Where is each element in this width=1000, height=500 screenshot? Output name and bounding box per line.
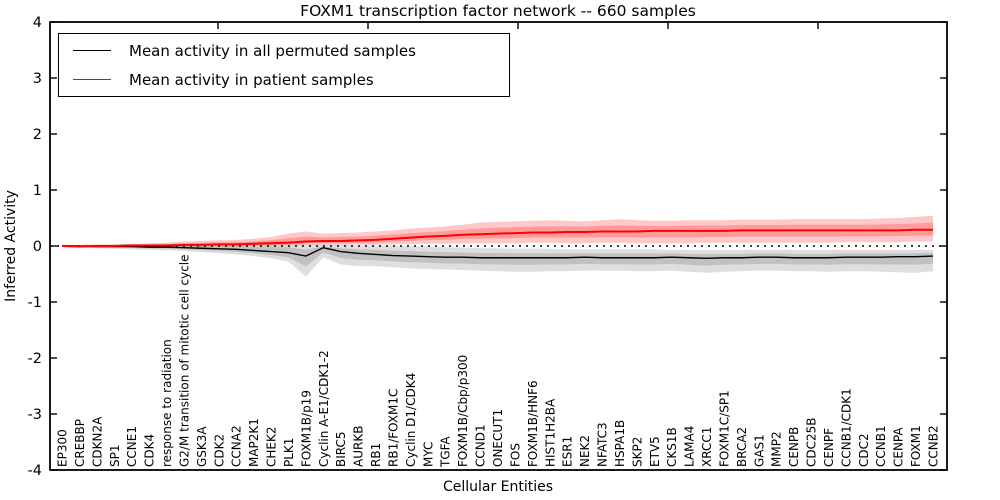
permuted-band-outer <box>62 241 933 277</box>
x-tick-label: ESR1 <box>561 436 575 467</box>
x-tick-label: SKP2 <box>630 437 644 467</box>
x-tick-label: GSK3A <box>195 426 209 467</box>
x-tick-label: response to radiation <box>160 339 174 467</box>
x-tick-label: NFATC3 <box>596 422 610 467</box>
x-tick-label: MMP2 <box>770 431 784 467</box>
x-tick-label: CDKN2A <box>90 416 104 467</box>
x-tick-label: CDC2 <box>857 433 871 467</box>
x-tick-label: Cyclin D1/CDK4 <box>404 373 418 467</box>
y-axis-label: Inferred Activity <box>3 190 19 302</box>
x-tick-label: SP1 <box>108 445 122 468</box>
legend-line-permuted-swatch <box>73 50 111 51</box>
x-tick-label: CDC25B <box>805 418 819 468</box>
x-tick-label: FOXM1B/p19 <box>299 390 313 467</box>
x-tick-label: CDK2 <box>212 434 226 467</box>
x-tick-label: CCNE1 <box>125 426 139 467</box>
y-tick-label: 0 <box>33 239 42 255</box>
legend-label-patient: Mean activity in patient samples <box>129 70 374 89</box>
x-tick-label: XRCC1 <box>700 427 714 467</box>
x-tick-label: MYC <box>421 442 435 467</box>
legend-entry-permuted: Mean activity in all permuted samples <box>73 42 509 60</box>
x-tick-label: HIST1H2BA <box>543 398 557 467</box>
y-tick-label: -4 <box>28 463 42 479</box>
x-tick-label: CHEK2 <box>265 427 279 468</box>
x-tick-label: GAS1 <box>752 434 766 467</box>
x-tick-label: CCNB1 <box>874 425 888 467</box>
x-tick-label: ETV5 <box>648 436 662 467</box>
x-tick-label: MAP2K1 <box>247 418 261 467</box>
y-tick-label: 4 <box>33 15 42 31</box>
legend-entry-patient: Mean activity in patient samples <box>73 71 509 89</box>
x-tick-label: CKS1B <box>665 427 679 467</box>
x-tick-label: PLK1 <box>282 438 296 467</box>
patient-mean-line <box>61 228 933 248</box>
x-tick-label: Cyclin A-E1/CDK1-2 <box>317 350 331 467</box>
x-tick-label: BIRC5 <box>334 431 348 467</box>
permuted-band-inner <box>62 245 933 267</box>
x-tick-label: FOS <box>508 443 522 467</box>
x-tick-label: G2/M transition of mitotic cell cycle <box>177 254 191 467</box>
x-tick-label: EP300 <box>56 429 70 467</box>
y-tick-label: 1 <box>33 183 42 199</box>
patient-band-inner <box>62 222 933 248</box>
y-tick-label: -2 <box>28 351 42 367</box>
x-tick-label: FOXM1C/SP1 <box>717 390 731 467</box>
x-tick-label: AURKB <box>352 426 366 467</box>
x-tick-label: HSPA1B <box>613 420 627 467</box>
legend-label-permuted: Mean activity in all permuted samples <box>129 41 416 60</box>
x-tick-label: CCNB1/CDK1 <box>839 388 853 467</box>
x-tick-label: LAMA4 <box>683 426 697 467</box>
y-tick-label: -1 <box>28 295 42 311</box>
x-tick-label: CREBBP <box>73 419 87 467</box>
x-tick-label: ONECUT1 <box>491 409 505 467</box>
x-tick-label: CENPB <box>787 427 801 467</box>
x-tick-label: CCND1 <box>474 424 488 467</box>
patient-band-outer <box>62 215 933 248</box>
legend-box: Mean activity in all permuted samples Me… <box>58 33 510 97</box>
x-tick-label: CENPF <box>822 428 836 467</box>
x-tick-label: CCNB2 <box>927 425 941 467</box>
legend-line-patient-swatch <box>73 79 111 80</box>
x-tick-label: FOXM1B/HNF6 <box>526 380 540 467</box>
x-tick-label: FOXM1B/Cbp/p300 <box>456 355 470 467</box>
x-tick-label: TGFA <box>439 436 453 468</box>
y-tick-label: 3 <box>33 71 42 87</box>
x-tick-label: NEK2 <box>578 435 592 467</box>
x-tick-label: FOXM1 <box>909 425 923 467</box>
x-tick-label: BRCA2 <box>735 427 749 467</box>
y-tick-label: -3 <box>28 407 42 423</box>
x-axis-label: Cellular Entities <box>443 479 553 495</box>
permuted-mean-line <box>62 245 934 260</box>
x-tick-label: CDK4 <box>143 434 157 467</box>
x-tick-label: CENPA <box>892 427 906 467</box>
chart-title: FOXM1 transcription factor network -- 66… <box>300 2 696 20</box>
x-tick-label: RB1/FOXM1C <box>386 389 400 467</box>
y-tick-label: 2 <box>33 127 42 143</box>
x-tick-label: CCNA2 <box>230 425 244 467</box>
x-tick-label: RB1 <box>369 443 383 467</box>
